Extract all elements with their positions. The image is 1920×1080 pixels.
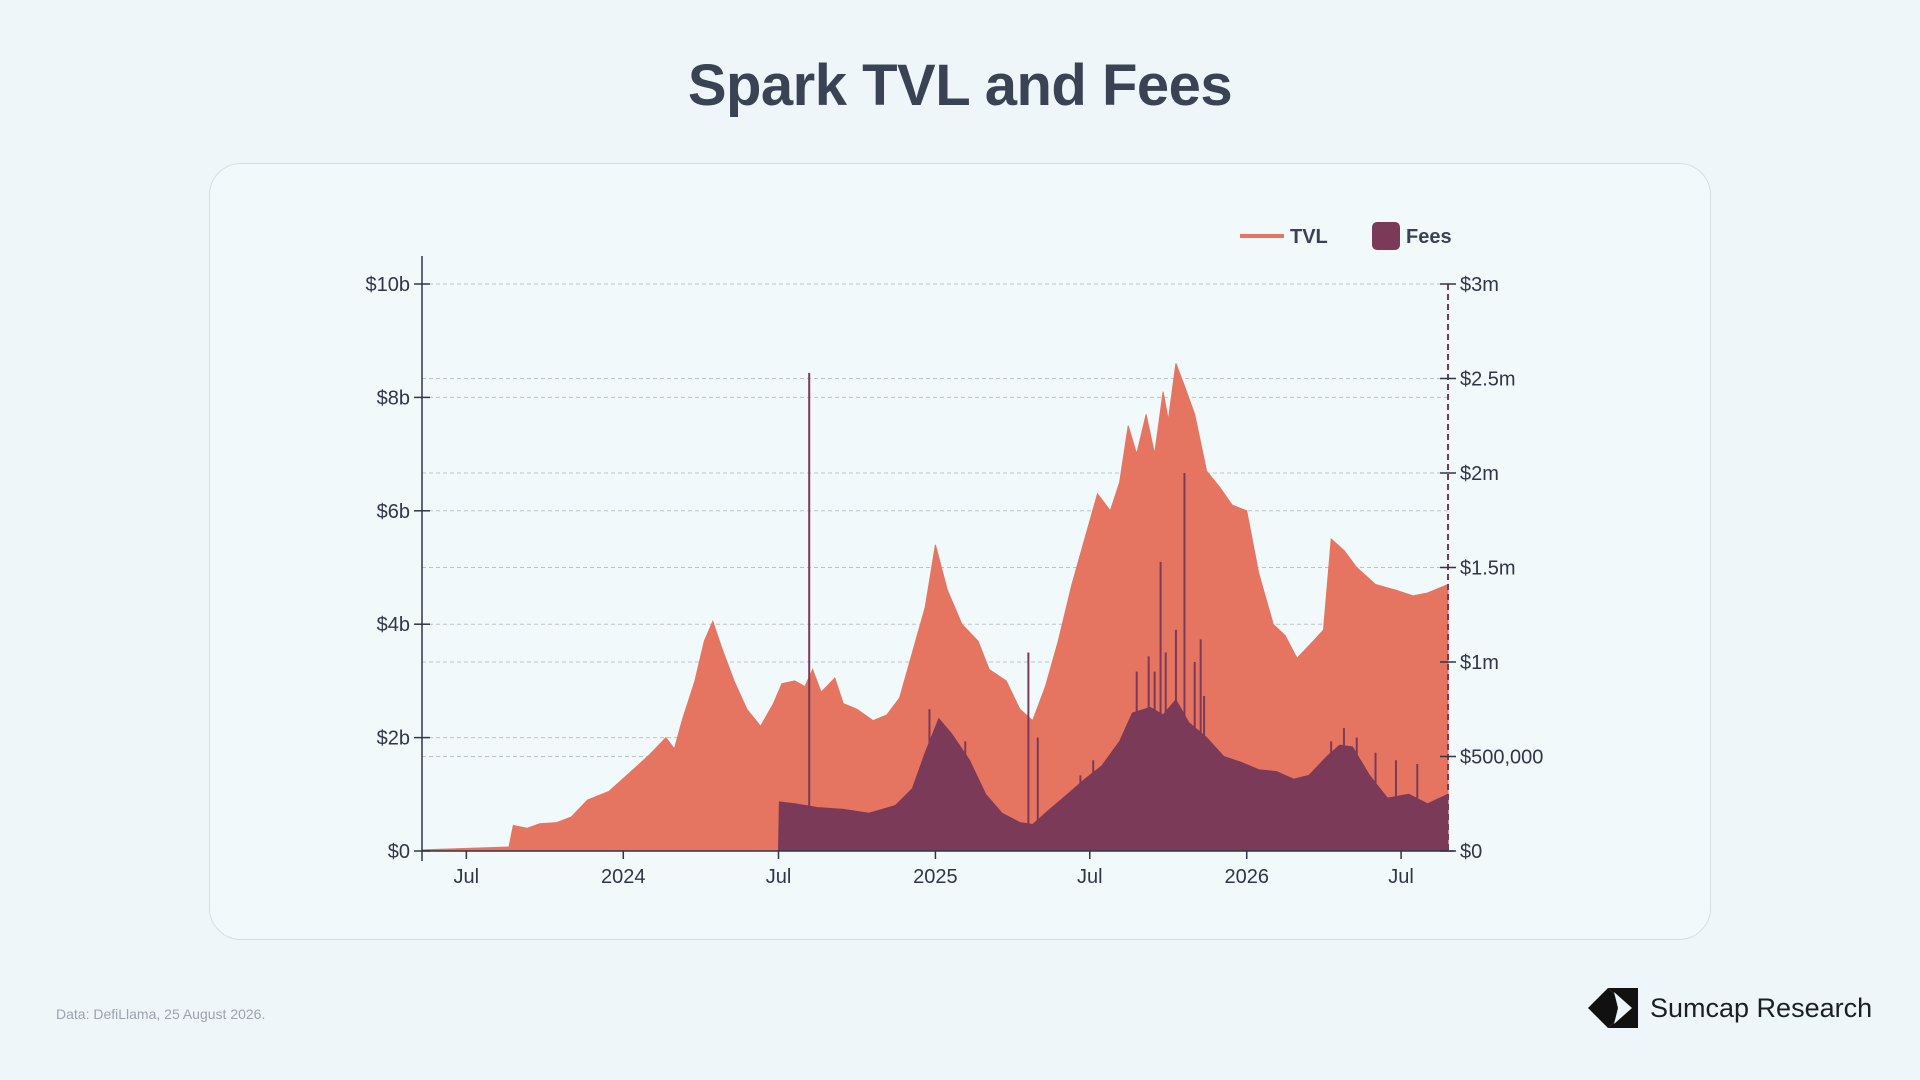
sumcap-logo-icon (1588, 988, 1638, 1028)
x-tick-label-0: Jul (454, 866, 480, 888)
right-tick-label-2: $1m (1460, 652, 1499, 674)
left-tick-label-2: $4b (377, 614, 410, 636)
left-tick-label-1: $2b (377, 728, 410, 750)
brand-name: Sumcap Research (1650, 992, 1873, 1023)
legend-label-fees: Fees (1406, 226, 1452, 248)
x-tick-label-4: Jul (1077, 866, 1103, 888)
x-tick-label-5: 2026 (1224, 866, 1269, 888)
right-tick-label-6: $3m (1460, 274, 1499, 296)
legend: TVL Fees (1240, 222, 1452, 250)
x-tick-label-3: 2025 (913, 866, 958, 888)
legend-swatch-fees (1372, 222, 1400, 250)
x-tick-label-2: Jul (766, 866, 792, 888)
legend-label-tvl: TVL (1290, 226, 1328, 248)
chart-svg: $0 $2b $4b $6b $8b $10b $0 $500,000 $1m $1.5m $2m $… (366, 222, 1543, 888)
chart-card: $0 $2b $4b $6b $8b $10b $0 $500,000 $1m $1.5m $2m $… (209, 163, 1711, 940)
left-tick-label-3: $6b (377, 501, 410, 523)
right-tick-label-4: $2m (1460, 463, 1499, 485)
axis-layer: $0 $2b $4b $6b $8b $10b $0 $500,000 $1m $1.5m $2m $… (366, 256, 1543, 888)
right-tick-label-5: $2.5m (1460, 369, 1516, 391)
x-tick-label-1: 2024 (601, 866, 646, 888)
right-tick-label-0: $0 (1460, 841, 1482, 863)
right-tick-label-3: $1.5m (1460, 558, 1516, 580)
left-tick-label-5: $10b (366, 274, 411, 296)
left-tick-label-4: $8b (377, 387, 410, 409)
fees-area (778, 698, 1449, 852)
source-note: Data: DefiLlama, 25 August 2026. (56, 1006, 266, 1022)
brand: Sumcap Research (1588, 988, 1872, 1028)
fees-layer (778, 372, 1449, 852)
right-tick-label-1: $500,000 (1460, 747, 1543, 769)
x-tick-label-6: Jul (1388, 866, 1414, 888)
left-tick-label-0: $0 (388, 841, 410, 863)
page-title: Spark TVL and Fees (687, 53, 1233, 118)
